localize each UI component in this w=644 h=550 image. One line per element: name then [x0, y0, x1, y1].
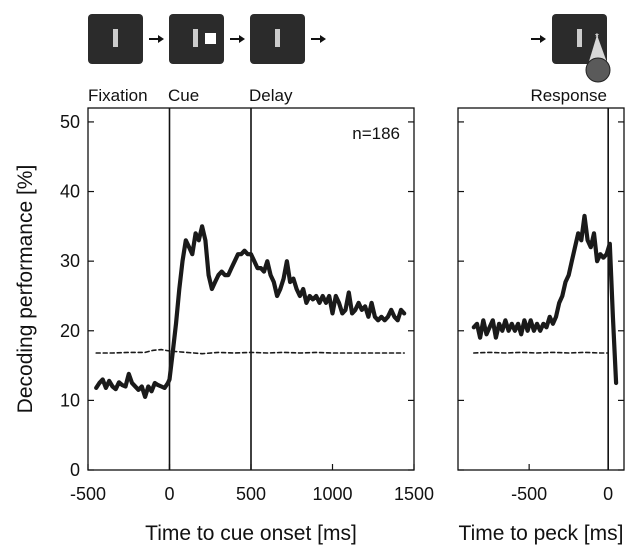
delay-screen-icon [250, 14, 305, 64]
epoch-label-delay: Delay [249, 86, 293, 105]
y-tick-label: 0 [70, 460, 80, 480]
chance-level-line [472, 351, 610, 354]
arrow-icon [311, 35, 326, 43]
decoding-performance-line [471, 213, 619, 386]
event-lines [168, 108, 609, 470]
y-tick-label: 10 [60, 390, 80, 410]
y-tick-label: 50 [60, 112, 80, 132]
epoch-label-fixation: Fixation [88, 86, 148, 105]
x-axis-title-right: Time to peck [ms] [459, 522, 624, 545]
x-tick-label: 1500 [394, 484, 434, 504]
chance-level-line [95, 348, 406, 355]
arrow-icon [230, 35, 245, 43]
right-plot-frame [457, 107, 625, 471]
y-tick-label: 40 [60, 182, 80, 202]
x-tick-label: 0 [603, 484, 613, 504]
y-tick-label: 20 [60, 321, 80, 341]
trial-sequence: * [88, 14, 611, 83]
response-screen-icon: * [552, 14, 611, 83]
x-axis-title-left: Time to cue onset [ms] [145, 522, 357, 545]
x-tick-label: 0 [164, 484, 174, 504]
y-tick-label: 30 [60, 251, 80, 271]
svg-text:*: * [595, 32, 599, 43]
arrow-icon [531, 35, 546, 43]
data-series [94, 213, 619, 399]
decoding-performance-line [94, 224, 407, 399]
cue-screen-icon [169, 14, 224, 64]
sample-size-annotation: n=186 [352, 124, 400, 143]
x-tick-label: -500 [70, 484, 106, 504]
fixation-screen-icon [88, 14, 143, 64]
x-tick-label: -500 [511, 484, 547, 504]
epoch-label-response: Response [530, 86, 607, 105]
x-tick-label: 1000 [312, 484, 352, 504]
x-tick-label: 500 [236, 484, 266, 504]
axis-ticks: -500 0 500 1000 1500 0 10 20 30 40 50 -500 0 [60, 112, 624, 504]
epoch-label-cue: Cue [168, 86, 199, 105]
arrow-icon [149, 35, 164, 43]
y-axis-title: Decoding performance [%] [14, 165, 37, 414]
